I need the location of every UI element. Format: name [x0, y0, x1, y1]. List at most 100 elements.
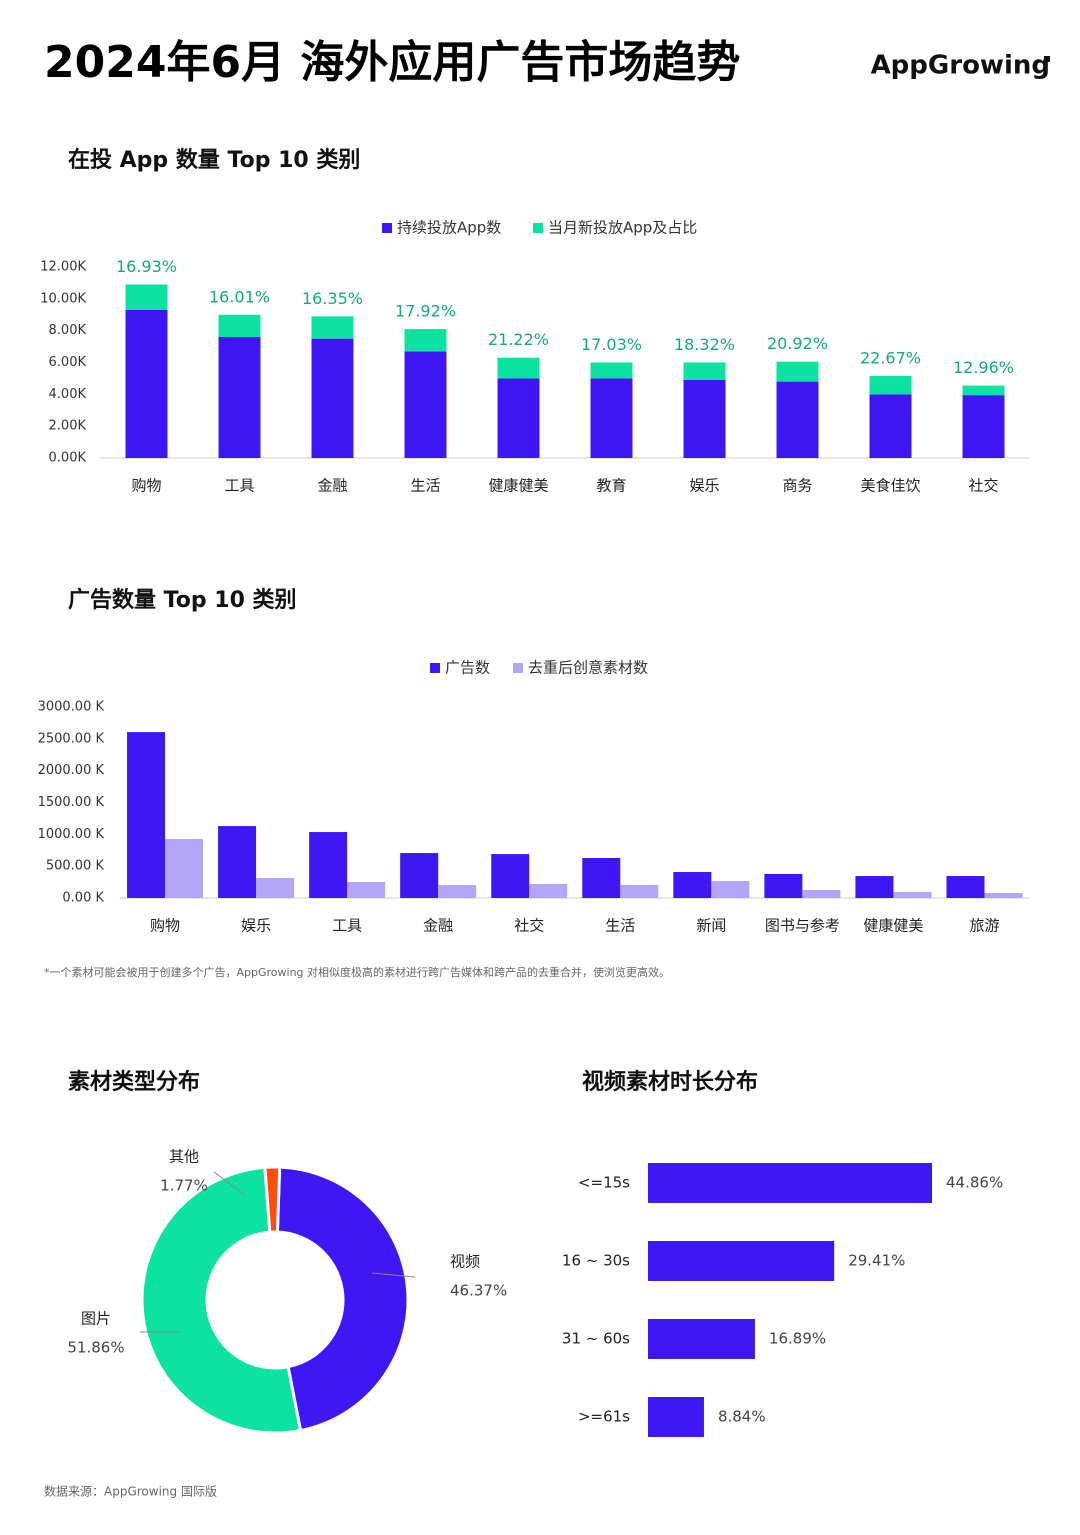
chart-title: 视频素材时长分布 [582, 1069, 758, 1095]
bar [893, 892, 932, 898]
source: 数据来源：AppGrowing 国际版 [44, 1484, 217, 1499]
chart-title: 在投 App 数量 Top 10 类别 [68, 147, 360, 173]
x-tick-label: 工具 [224, 477, 254, 495]
y-tick-label: 6.00K [49, 355, 87, 370]
value-label: 16.89% [769, 1330, 826, 1348]
x-tick-label: 新闻 [696, 917, 726, 935]
legend-swatch [533, 223, 543, 233]
bar [438, 885, 477, 898]
value-label: 44.86% [946, 1174, 1003, 1192]
slice-value: 51.86% [67, 1339, 124, 1357]
bar-segment [683, 362, 726, 381]
x-tick-label: 生活 [605, 917, 635, 935]
leader-line [371, 1272, 416, 1278]
slice-name: 其他 [169, 1148, 199, 1166]
x-tick-label: 社交 [968, 477, 998, 495]
x-tick-label: 娱乐 [689, 477, 719, 495]
bar [218, 826, 257, 898]
bar-segment [218, 314, 261, 338]
value-label: 8.84% [718, 1408, 766, 1426]
bar-segment [404, 329, 447, 352]
x-tick-label: 美食佳饮 [860, 477, 920, 495]
bar-segment [311, 316, 354, 339]
bar-segment [776, 381, 819, 458]
bar [256, 878, 295, 898]
y-tick-label: 31 ~ 60s [562, 1330, 630, 1348]
bar-segment [776, 361, 819, 382]
bar [648, 1397, 704, 1437]
bar [400, 853, 439, 898]
slice-value: 1.77% [160, 1177, 208, 1195]
x-tick-label: 社交 [514, 917, 544, 935]
bar [855, 876, 894, 898]
share-label: 17.03% [581, 335, 642, 354]
share-label: 12.96% [953, 358, 1014, 377]
bar-segment [125, 284, 168, 310]
bar [127, 732, 166, 898]
chart-title: 广告数量 Top 10 类别 [68, 587, 297, 613]
bar-segment [497, 378, 540, 458]
x-tick-label: 金融 [317, 477, 347, 495]
bar [984, 892, 1023, 898]
share-label: 18.32% [674, 335, 735, 354]
y-tick-label: 1000.00 K [38, 827, 105, 842]
bar [711, 881, 750, 898]
legend-label: 持续投放App数 [397, 219, 501, 237]
bar [309, 832, 348, 898]
legend-label: 当月新投放App及占比 [548, 219, 697, 237]
x-tick-label: 生活 [410, 477, 440, 495]
bar [347, 882, 386, 898]
donut-slice [140, 1165, 303, 1435]
x-tick-label: 图书与参考 [765, 917, 840, 935]
page-title: 2024年6月 海外应用广告市场趋势 [44, 37, 740, 88]
logo: AppGrowing [871, 51, 1050, 81]
y-tick-label: 2500.00 K [38, 731, 105, 746]
x-tick-label: 旅游 [969, 917, 999, 935]
bar [802, 889, 841, 898]
bar [648, 1163, 932, 1203]
legend-swatch [430, 663, 440, 673]
bar-segment [590, 362, 633, 379]
legend-swatch [382, 223, 392, 233]
bar-segment [869, 394, 912, 458]
x-tick-label: 健康健美 [488, 477, 548, 495]
share-label: 21.22% [488, 330, 549, 349]
y-tick-label: 2000.00 K [38, 763, 105, 778]
bar [673, 872, 712, 898]
bar [582, 858, 621, 898]
y-tick-label: >=61s [578, 1408, 630, 1426]
legend-label: 广告数 [445, 659, 490, 677]
x-tick-label: 教育 [596, 477, 626, 495]
y-tick-label: <=15s [578, 1174, 630, 1192]
bar-segment [869, 376, 912, 395]
slice-name: 视频 [450, 1253, 480, 1271]
y-tick-label: 3000.00 K [38, 700, 105, 715]
bar-segment [962, 395, 1005, 458]
y-tick-label: 16 ~ 30s [562, 1252, 630, 1270]
bar [491, 854, 530, 898]
x-tick-label: 购物 [150, 917, 180, 935]
share-label: 22.67% [860, 349, 921, 368]
slice-value: 46.37% [450, 1282, 507, 1300]
bar-segment [962, 385, 1005, 396]
x-tick-label: 健康健美 [863, 917, 923, 935]
y-tick-label: 2.00K [49, 419, 87, 434]
value-label: 29.41% [848, 1252, 905, 1270]
y-tick-label: 12.00K [40, 260, 86, 275]
x-tick-label: 工具 [332, 917, 362, 935]
bar [946, 876, 985, 898]
chart-title: 素材类型分布 [68, 1069, 200, 1095]
share-label: 17.92% [395, 302, 456, 321]
donut-slice [263, 1165, 282, 1234]
share-label: 16.01% [209, 287, 270, 306]
bar-segment [590, 378, 633, 458]
bar-segment [311, 338, 354, 458]
bar [620, 885, 659, 898]
bar [529, 883, 568, 898]
share-label: 16.93% [116, 257, 177, 276]
footnote: *一个素材可能会被用于创建多个广告，AppGrowing 对相似度极高的素材进行… [44, 965, 670, 979]
leader-line [213, 1171, 246, 1196]
share-label: 16.35% [302, 289, 363, 308]
bar [165, 839, 204, 898]
x-tick-label: 金融 [423, 917, 453, 935]
